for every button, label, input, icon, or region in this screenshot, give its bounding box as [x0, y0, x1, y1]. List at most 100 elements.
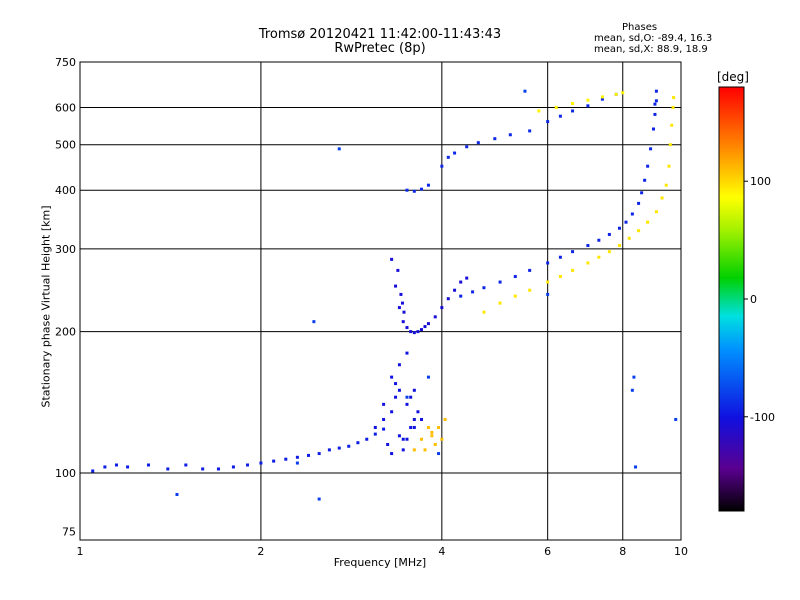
phases-o-stats: mean, sd,O: -89.4, 16.3 — [594, 33, 713, 44]
data-point — [513, 275, 517, 279]
data-point — [643, 178, 647, 182]
data-point — [671, 106, 675, 110]
data-point — [409, 330, 413, 334]
data-point — [103, 465, 107, 469]
data-point — [405, 351, 409, 355]
data-point — [337, 446, 341, 450]
data-point — [412, 388, 416, 392]
series-upper-trace — [405, 92, 618, 193]
y-tick-label: 600 — [55, 102, 76, 115]
data-point — [558, 114, 562, 118]
data-point — [453, 151, 457, 155]
data-point — [637, 201, 641, 205]
plot-frame — [79, 61, 682, 541]
data-point — [401, 437, 405, 441]
data-point — [498, 301, 502, 305]
colorbar-title: [deg] — [717, 70, 749, 84]
data-point — [433, 442, 437, 446]
phases-label: Phases — [622, 22, 658, 33]
data-point — [409, 395, 413, 399]
data-point — [571, 250, 575, 254]
data-point — [412, 331, 416, 335]
data-point — [670, 123, 674, 127]
data-point — [597, 255, 601, 259]
data-point — [558, 275, 562, 279]
data-point — [528, 288, 532, 292]
data-point — [465, 145, 469, 149]
data-point — [373, 432, 377, 436]
data-point — [216, 467, 220, 471]
y-tick-label: 500 — [55, 139, 76, 152]
data-point — [405, 326, 409, 330]
data-point — [586, 104, 590, 108]
data-point — [397, 434, 401, 438]
data-point — [651, 127, 655, 131]
series-f1-cusp — [390, 257, 469, 335]
data-point — [528, 129, 532, 133]
data-point — [175, 492, 179, 496]
data-point — [528, 268, 532, 272]
data-point — [554, 106, 558, 110]
data-point — [405, 395, 409, 399]
data-point — [459, 294, 463, 298]
data-point — [465, 276, 469, 280]
data-point — [493, 137, 497, 141]
data-point — [667, 164, 671, 168]
phases-x-stats: mean, sd,X: 88.9, 18.9 — [594, 44, 708, 55]
data-point — [412, 189, 416, 193]
data-point — [394, 382, 398, 386]
data-point — [430, 434, 434, 438]
data-point — [446, 155, 450, 159]
data-point — [459, 280, 463, 284]
y-axis-ticks: 75 100 200 300 400 500 600 750 — [55, 56, 76, 539]
x-tick-label: 2 — [257, 545, 264, 558]
data-point — [419, 328, 423, 332]
data-point — [365, 437, 369, 441]
data-point — [672, 96, 676, 100]
data-point — [546, 120, 550, 124]
data-point — [546, 261, 550, 265]
data-point — [419, 417, 423, 421]
data-point — [433, 315, 437, 319]
data-point — [437, 425, 441, 429]
data-points — [91, 89, 678, 501]
data-point — [649, 147, 653, 151]
data-point — [546, 292, 550, 296]
data-point — [405, 437, 409, 441]
colorbar-ticks: 100 0 -100 — [744, 175, 775, 424]
data-point — [426, 375, 430, 379]
y-tick-label: 400 — [55, 184, 76, 197]
data-point — [646, 164, 650, 168]
data-point — [416, 330, 420, 334]
data-point — [402, 310, 406, 314]
data-point — [440, 164, 444, 168]
data-point — [405, 402, 409, 406]
data-point — [508, 133, 512, 137]
data-point — [327, 448, 331, 452]
series-f2-x-mode — [482, 96, 676, 314]
x-tick-label: 6 — [544, 545, 551, 558]
data-point — [546, 280, 550, 284]
data-point — [537, 109, 541, 113]
data-point — [401, 320, 405, 324]
data-point — [621, 91, 625, 95]
data-point — [386, 442, 390, 446]
data-point — [476, 141, 480, 145]
data-point — [646, 220, 650, 224]
data-point — [513, 294, 517, 298]
data-point — [382, 417, 386, 421]
data-point — [401, 448, 405, 452]
data-point — [416, 410, 420, 414]
data-point — [571, 101, 575, 105]
data-point — [664, 183, 668, 187]
data-point — [382, 427, 386, 431]
data-point — [259, 461, 263, 465]
data-point — [614, 92, 618, 96]
x-tick-label: 8 — [619, 545, 626, 558]
data-point — [419, 437, 423, 441]
data-point — [426, 322, 430, 326]
data-point — [482, 286, 486, 290]
data-point — [633, 465, 637, 469]
x-tick-label: 1 — [77, 545, 84, 558]
